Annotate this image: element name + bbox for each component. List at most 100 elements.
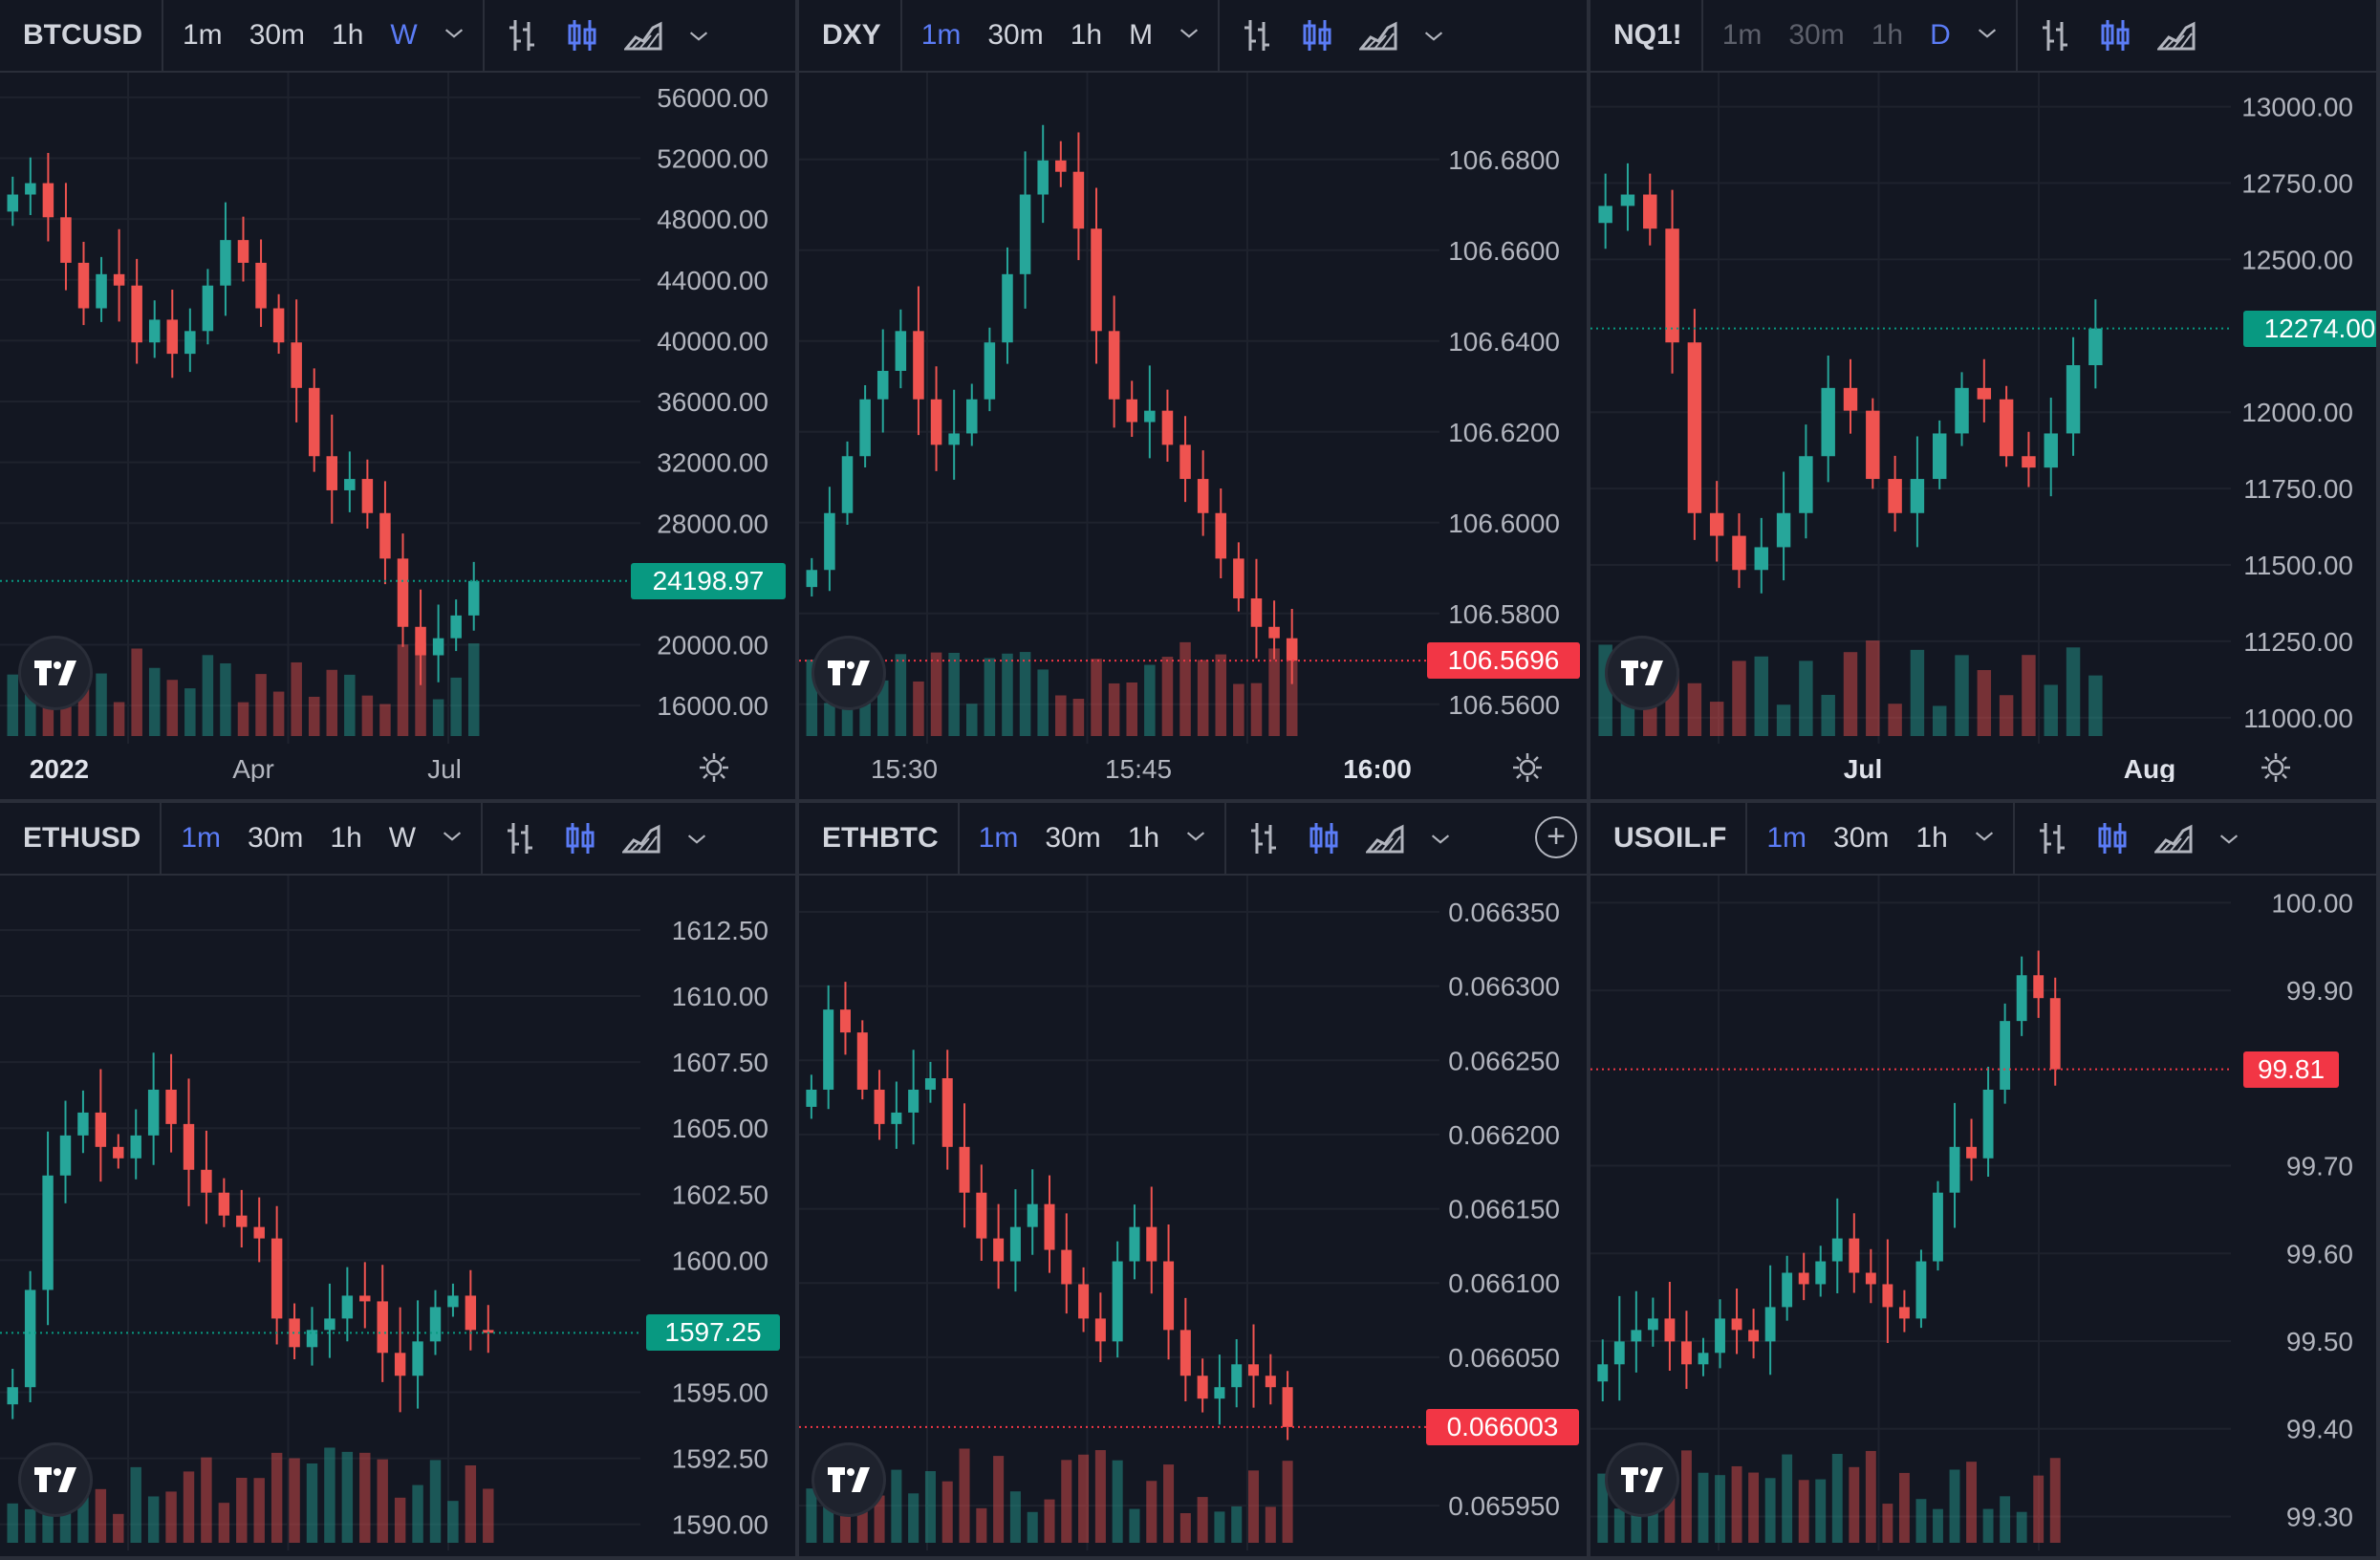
volume-bar [1129,1508,1140,1543]
pane-dxy[interactable]: DXY 1m 30m 1h M 106.6800 106.6600 106.6400 106.6… [799,0,1590,803]
pane-ethusd[interactable]: ETHUSD 1m 30m 1h W 1612.50 1610.00 1607.50 1605.… [0,803,799,1560]
candlestick-icon[interactable] [1305,819,1343,857]
candle-body [1933,1192,1943,1262]
timeframe-m[interactable]: M [1129,19,1154,51]
timeframe-1h[interactable]: 1h [1871,19,1904,51]
timeframe-group: 1m 30m 1h W [163,0,485,71]
timeframe-chevron-down-icon[interactable] [1166,13,1212,58]
symbol-selector[interactable]: NQ1! [1590,0,1703,71]
volume-bar [1888,704,1902,736]
timeframe-1h[interactable]: 1h [1915,822,1948,854]
candle-body [324,1318,335,1331]
timeframe-30m[interactable]: 30m [249,19,306,51]
y-axis-tick-label: 32000.00 [657,448,768,478]
symbol-selector[interactable]: ETHBTC [799,803,960,874]
chevron-down-icon[interactable] [2216,819,2254,857]
add-chart-button[interactable]: + [1535,816,1577,858]
chevron-down-icon[interactable] [1420,16,1459,54]
chart-toolbar: BTCUSD 1m 30m 1h W [0,0,795,73]
bar-chart-icon[interactable] [2032,819,2070,857]
tradingview-logo-icon[interactable] [1608,1445,1677,1514]
area-chart-icon[interactable] [1364,819,1404,857]
candlestick-icon[interactable] [563,16,601,54]
timeframe-d[interactable]: D [1930,19,1951,51]
volume-bar [874,1495,885,1543]
timeframe-w[interactable]: W [388,822,417,854]
candlestick-icon[interactable] [1298,16,1336,54]
bar-chart-icon[interactable] [1237,16,1275,54]
timeframe-chevron-down-icon[interactable] [429,816,475,861]
area-chart-icon[interactable] [1357,16,1397,54]
timeframe-1m[interactable]: 1m [181,822,222,854]
volume-bar [113,1513,124,1543]
timeframe-30m[interactable]: 30m [987,19,1044,51]
chevron-down-icon[interactable] [683,819,722,857]
y-axis-tick-label: 1595.00 [672,1378,768,1408]
chevron-down-icon[interactable] [1427,819,1465,857]
chevron-down-icon[interactable] [685,16,724,54]
area-chart-icon[interactable] [2153,819,2193,857]
timeframe-chevron-down-icon[interactable] [1961,816,2007,861]
tradingview-logo-icon[interactable] [21,1445,90,1514]
area-chart-icon[interactable] [2155,16,2196,54]
timeframe-1h[interactable]: 1h [330,822,362,854]
chart-toolbar: USOIL.F 1m 30m 1h [1590,803,2376,876]
price-chart[interactable]: 106.6800 106.6600 106.6400 106.6200 106.6000… [799,73,1587,782]
timeframe-chevron-down-icon[interactable] [431,13,477,58]
timeframe-30m[interactable]: 30m [248,822,304,854]
candle-body [1665,228,1679,343]
pane-nq1[interactable]: NQ1! 1m 30m 1h D 13000.00 12750.00 12500.00 1200… [1590,0,2380,803]
timeframe-chevron-down-icon[interactable] [1173,816,1219,861]
symbol-selector[interactable]: BTCUSD [0,0,163,71]
volume-bar [1799,661,1813,736]
symbol-selector[interactable]: ETHUSD [0,803,162,874]
pane-ethbtc[interactable]: ETHBTC 1m 30m 1h +0.066350 0.066300 0.066250 0.… [799,803,1590,1560]
tradingview-logo-icon[interactable] [814,1445,883,1514]
area-chart-icon[interactable] [622,16,662,54]
timeframe-1h[interactable]: 1h [332,19,364,51]
bar-chart-icon[interactable] [1244,819,1282,857]
timeframe-1m[interactable]: 1m [183,19,223,51]
price-chart[interactable]: 0.066350 0.066300 0.066250 0.066200 0.066150… [799,876,1587,1560]
bar-chart-icon[interactable] [500,819,538,857]
candlestick-icon[interactable] [561,819,599,857]
timeframe-1m[interactable]: 1m [1721,19,1763,51]
timeframe-chevron-down-icon[interactable] [1964,13,2010,58]
pane-usoil[interactable]: USOIL.F 1m 30m 1h 100.00 99.90 99.70 99.60 99.50… [1590,803,2380,1560]
bar-chart-icon[interactable] [502,16,540,54]
timeframe-w[interactable]: W [390,19,418,51]
candle-body [1129,1226,1140,1262]
price-chart[interactable]: 100.00 99.90 99.70 99.60 99.50 99.40 99.30 [1590,876,2380,1560]
chart-settings-gear-icon[interactable] [698,751,730,784]
tradingview-logo-icon[interactable] [1608,639,1677,707]
bar-chart-icon[interactable] [2035,16,2073,54]
timeframe-1h[interactable]: 1h [1127,822,1160,854]
chart-settings-gear-icon[interactable] [2260,751,2292,784]
pane-btcusd[interactable]: BTCUSD 1m 30m 1h W 56000.00 52000.00 48000.00 44… [0,0,799,803]
tradingview-logo-icon[interactable] [814,639,883,707]
candlestick-icon[interactable] [2093,819,2131,857]
timeframe-1m[interactable]: 1m [978,822,1019,854]
candlestick-icon[interactable] [2096,16,2134,54]
chart-settings-gear-icon[interactable] [1511,751,1544,784]
timeframe-1h[interactable]: 1h [1070,19,1103,51]
volume-bar [483,1488,494,1543]
timeframe-30m[interactable]: 30m [1788,19,1845,51]
volume-bar [1709,702,1724,736]
volume-bar [465,1465,477,1543]
symbol-selector[interactable]: DXY [799,0,902,71]
tradingview-logo-icon[interactable] [21,639,90,707]
price-chart[interactable]: 56000.00 52000.00 48000.00 44000.00 40000.00… [0,73,795,782]
price-chart[interactable]: 13000.00 12750.00 12500.00 12000.00 11750.00… [1590,73,2380,782]
candle-body [1866,410,1880,480]
timeframe-30m[interactable]: 30m [1045,822,1101,854]
timeframe-30m[interactable]: 30m [1833,822,1890,854]
volume-bar [993,1456,1005,1543]
symbol-selector[interactable]: USOIL.F [1590,803,1748,874]
candle-body [447,1295,459,1308]
last-price-tag: 12274.00 [2243,310,2376,347]
price-chart[interactable]: 1612.50 1610.00 1607.50 1605.00 1602.50 1600.… [0,876,795,1560]
timeframe-1m[interactable]: 1m [920,19,962,51]
timeframe-1m[interactable]: 1m [1766,822,1807,854]
area-chart-icon[interactable] [620,819,660,857]
